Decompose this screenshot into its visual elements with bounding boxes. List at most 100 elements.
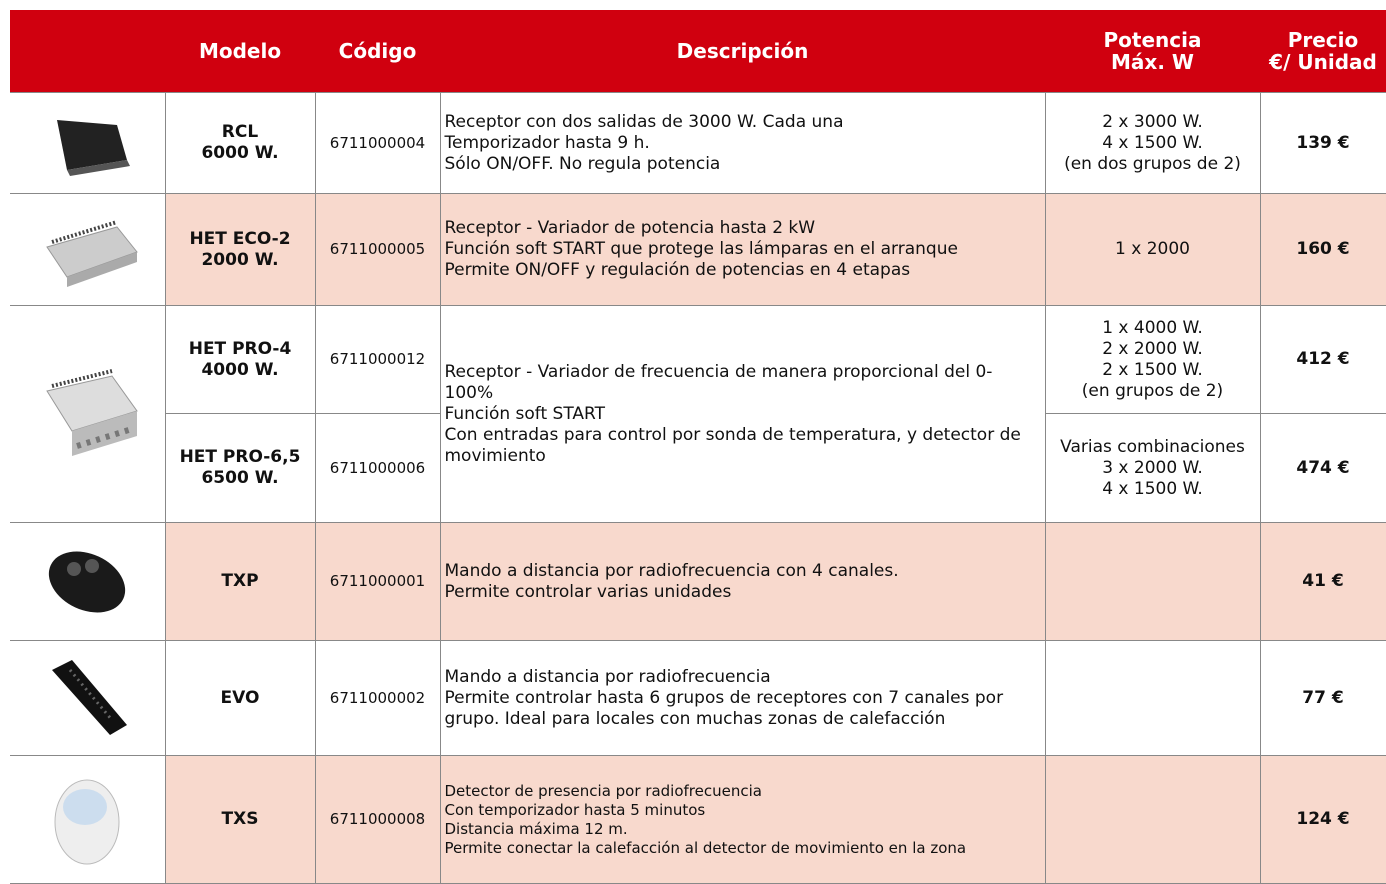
price-cell: 474 € [1259,413,1386,523]
model-line: TXP [221,571,259,591]
header-text: €/ Unidad [1269,50,1377,74]
product-image-cell [10,640,166,756]
price-text: 160 € [1296,239,1350,259]
model-cell: TXS [164,755,316,884]
product-image [57,120,131,176]
model-line: 2000 W. [201,249,279,270]
table-row: EVO 6711000002 Mando a distancia por radio… [10,640,1386,756]
description-line: Sólo ON/OFF. No regula potencia [444,153,721,174]
code-cell: 6711000012 [314,305,441,414]
power-cell [1044,640,1261,756]
code-cell: 6711000006 [314,413,441,523]
power-cell: 1 x 2000 [1044,193,1261,306]
code-text: 6711000002 [329,688,426,707]
description-line: Receptor - Variador de frecuencia de man… [444,361,993,403]
model-line: EVO [220,687,260,708]
description-line: Permite controlar varias unidades [444,581,732,602]
code-text: 6711000005 [329,240,426,258]
price-text: 474 € [1296,457,1350,478]
price-table: Modelo Código Descripción Potencia Máx. W… [10,10,1386,884]
product-image [46,219,139,287]
description-line: Mando a distancia por radiofrecuencia co… [444,560,899,581]
model-line: HET ECO-2 [189,228,291,249]
description-line: Función soft START [444,403,606,424]
description-line: Con temporizador hasta 5 minutos [444,800,706,819]
description-line: Permite controlar hasta 6 grupos de rece… [444,687,1004,729]
model-cell: HET PRO-6,5 6500 W. [164,413,316,523]
description-line: Distancia máxima 12 m. [444,819,628,838]
description-cell: Detector de presencia por radiofrecuenci… [439,755,1046,884]
price-cell: 160 € [1259,193,1386,306]
product-image [49,551,126,612]
model-cell: HET PRO-4 4000 W. [164,305,316,414]
product-image-cell [10,522,166,641]
description-cell: Receptor - Variador de frecuencia de man… [439,305,1046,523]
code-cell: 6711000002 [314,640,441,756]
header-text: Código [338,39,417,63]
power-line: Varias combinaciones [1060,436,1245,457]
power-line: (en dos grupos de 2) [1064,153,1241,174]
code-cell: 6711000008 [314,755,441,884]
power-line: (en grupos de 2) [1081,380,1224,401]
description-line: Receptor - Variador de potencia hasta 2 … [444,218,816,238]
power-line: 2 x 1500 W. [1102,359,1203,380]
description-cell: Receptor - Variador de potencia hasta 2 … [439,193,1046,306]
code-cell: 6711000005 [314,193,441,306]
model-line: HET PRO-6,5 [179,447,301,467]
header-text: Máx. W [1111,50,1194,74]
table-row: RCL 6000 W. 6711000004 Receptor con dos sal… [10,92,1386,194]
product-image-cell [10,305,166,523]
price-text: 139 € [1296,132,1350,153]
description-line: Permite ON/OFF y regulación de potencias… [444,260,911,280]
code-text: 6711000012 [329,350,426,368]
model-line: HET PRO-4 [188,338,292,359]
price-cell: 139 € [1259,92,1386,194]
price-cell: 41 € [1259,522,1386,641]
header-row: Modelo Código Descripción Potencia Máx. W… [10,10,1386,93]
model-line: TXS [221,809,259,829]
power-line: 4 x 1500 W. [1102,478,1203,499]
model-line: 4000 W. [201,359,279,380]
description-line: Temporizador hasta 9 h. [444,132,650,153]
price-text: 124 € [1296,809,1350,829]
header-cell: Precio €/ Unidad [1260,10,1386,93]
power-cell: Varias combinaciones 3 x 2000 W. 4 x 1500 … [1044,413,1261,523]
image-header [10,10,165,93]
code-text: 6711000006 [329,458,426,477]
power-line: 1 x 2000 [1115,239,1190,259]
product-image [54,779,120,864]
power-line: 2 x 2000 W. [1102,338,1203,359]
power-cell: 1 x 4000 W. 2 x 2000 W. 2 x 1500 W. (en gru… [1044,305,1261,414]
description-cell: Mando a distancia por radiofrecuencia Per… [439,640,1046,756]
description-line: Receptor con dos salidas de 3000 W. Cada… [444,111,844,132]
description-line: Detector de presencia por radiofrecuenci… [444,781,762,800]
product-image-cell [10,755,166,884]
header-text: Precio [1287,28,1359,52]
price-cell: 77 € [1259,640,1386,756]
model-cell: HET ECO-2 2000 W. [164,193,316,306]
description-line: Con entradas para control por sonda de t… [444,424,1021,466]
product-image-cell [10,92,166,194]
price-cell: 412 € [1259,305,1386,414]
product-image [46,369,139,456]
model-cell: TXP [164,522,316,641]
model-line: 6500 W. [201,468,279,488]
description-line: Permite conectar la calefacción al detec… [444,838,967,857]
model-cell: EVO [164,640,316,756]
description-cell: Receptor con dos salidas de 3000 W. Cada… [439,92,1046,194]
model-line: RCL [221,122,259,142]
description-cell: Mando a distancia por radiofrecuencia co… [439,522,1046,641]
price-text: 77 € [1302,687,1344,708]
table-row: HET ECO-2 2000 W. 6711000005 Receptor - Var… [10,193,1386,306]
model-cell: RCL 6000 W. [164,92,316,194]
header-text: Potencia [1103,28,1202,52]
table-row: TXP 6711000001 Mando a distancia por radio… [10,522,1386,641]
table-row: TXS 6711000008 Detector de presencia por r… [10,755,1386,884]
product-image [52,660,128,735]
price-text: 412 € [1296,349,1350,369]
code-text: 6711000001 [329,572,426,590]
code-text: 6711000008 [329,810,426,828]
power-line: 4 x 1500 W. [1102,132,1203,153]
header-cell: Descripción [440,10,1045,93]
